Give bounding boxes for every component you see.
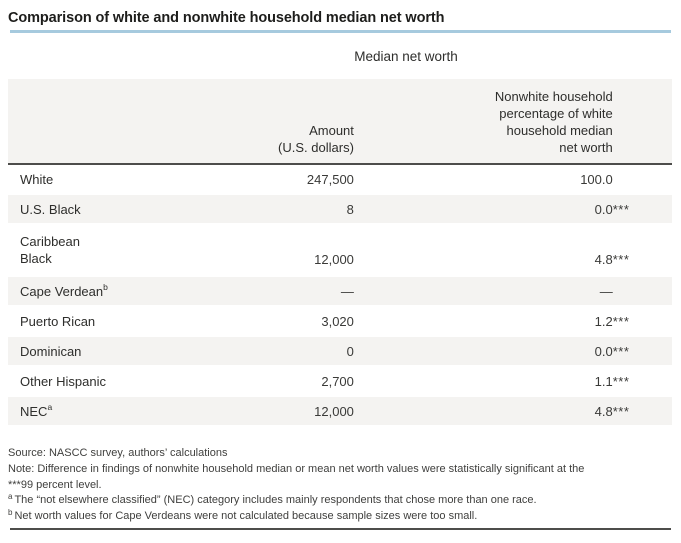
percentage-value: 4.8 [594,403,613,419]
footnote-a: a The “not elsewhere classified” (NEC) ca… [8,492,537,507]
table-row: Other Hispanic 2,700 1.1 *** [8,367,672,397]
amount-value: 0 [346,343,354,359]
table-row: Caribbean Black 12,000 4.8 *** [8,225,672,277]
row-label-superscript: b [103,281,108,292]
table-row: Cape Verdeanb — — [8,277,672,307]
row-label: Puerto Rican [20,313,96,329]
percentage-value: 1.1 [594,373,613,389]
percentage-value: 1.2 [594,313,613,329]
source-note: Source: NASCC survey, authors’ calculati… [8,447,228,459]
footnote-b-superscript: b [8,508,13,518]
row-label-superscript: a [47,401,53,412]
row-label: Dominican [20,343,82,359]
table-row: Dominican 0 0.0 *** [8,337,672,367]
significance-stars: *** [612,252,630,267]
row-label: Caribbean Black [20,234,80,266]
amount-value: 12,000 [314,403,354,419]
amount-value: 247,500 [306,171,354,187]
row-label: NECa [20,401,53,419]
table-row: Puerto Rican 3,020 1.2 *** [8,307,672,337]
row-label: Other Hispanic [20,373,106,389]
footnote-a-superscript: a [8,492,13,502]
percentage-value: 0.0 [594,343,613,359]
table-row: NECa 12,000 4.8 *** [8,397,672,427]
group-column-header: Median net worth [354,49,458,64]
table-header-row: Amount (U.S. dollars) Nonwhite household… [8,79,672,165]
table-row: White 247,500 100.0 [8,165,672,195]
significance-note-line-2: ***99 percent level. [8,478,102,491]
table-body: White 247,500 100.0 U.S. Black 8 0.0 ***… [8,165,672,427]
amount-value: 8 [346,201,354,217]
row-label: White [20,171,54,187]
amount-column-header: Amount (U.S. dollars) [278,123,354,155]
row-label: U.S. Black [20,201,81,217]
page-title: Comparison of white and nonwhite househo… [8,10,445,26]
percentage-value: 100.0 [580,171,613,187]
percentage-value: 4.8 [594,252,613,267]
percentage-value: — [599,283,613,299]
significance-stars: *** [612,373,630,389]
row-label: Cape Verdeanb [20,281,108,299]
significance-stars: *** [612,201,630,217]
amount-value: 12,000 [314,252,354,267]
percentage-value: 0.0 [594,201,613,217]
table-row: U.S. Black 8 0.0 *** [8,195,672,225]
table-figure: Comparison of white and nonwhite househo… [0,8,681,543]
bottom-rule [10,527,671,530]
significance-stars: *** [612,403,630,419]
percentage-column-header: Nonwhite household percentage of white h… [494,89,613,155]
footnote-b: b Net worth values for Cape Verdeans were… [8,508,478,523]
title-accent-rule [10,30,671,33]
amount-value: 3,020 [321,313,354,329]
table-notes: Source: NASCC survey, authors’ calculati… [8,446,673,525]
significance-note-line-1: Note: Difference in findings of nonwhite… [8,462,585,475]
amount-value: 2,700 [321,373,354,389]
significance-stars: *** [612,313,630,329]
significance-stars: *** [612,343,630,359]
amount-value: — [340,283,354,299]
